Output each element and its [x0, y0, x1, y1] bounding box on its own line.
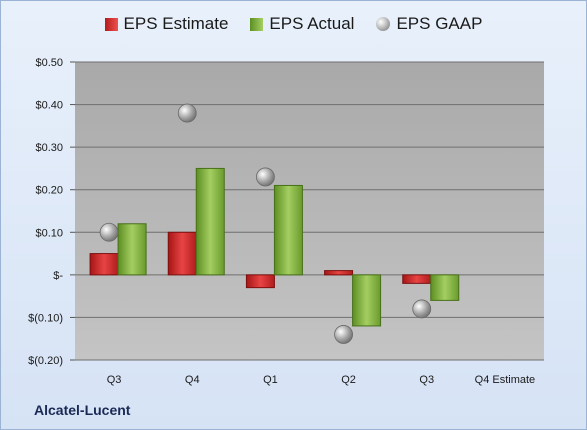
- y-tick-label: $0.10: [35, 227, 63, 239]
- x-tick-label: Q4 Estimate: [475, 374, 536, 386]
- y-axis: $0.50 $0.40 $0.30 $0.20 $0.10 $- $(0.10) $(0.20…: [28, 57, 75, 367]
- chart-legend: EPS Estimate EPS Actual EPS GAAP: [0, 14, 587, 34]
- legend-label-gaap: EPS GAAP: [396, 14, 483, 33]
- y-tick-label: $-: [53, 270, 63, 282]
- estimate-bar: [324, 270, 354, 276]
- estimate-bar: [89, 253, 119, 276]
- gaap-marks: [99, 103, 432, 344]
- x-axis: Q3 Q4 Q1 Q2 Q3 Q4 Estimate: [107, 374, 535, 386]
- legend-label-actual: EPS Actual: [269, 14, 355, 33]
- y-tick-label: $0.50: [35, 57, 63, 69]
- gaap-point: [256, 167, 275, 187]
- x-tick-label: Q1: [263, 374, 278, 386]
- y-tick-label: $0.40: [35, 100, 63, 112]
- x-tick-label: Q2: [341, 374, 356, 386]
- y-tick-label: $0.30: [35, 142, 63, 154]
- legend-item-estimate: EPS Estimate: [104, 14, 229, 34]
- actual-bar: [195, 167, 225, 276]
- gaap-swatch-icon: [376, 17, 391, 31]
- gaap-point: [99, 222, 119, 242]
- actual-bar: [117, 223, 147, 276]
- actual-bar: [273, 184, 303, 276]
- actual-bar: [430, 274, 460, 301]
- x-tick-label: Q4: [185, 374, 200, 386]
- actual-swatch-icon: [250, 17, 264, 31]
- legend-label-estimate: EPS Estimate: [123, 14, 229, 33]
- bar-marks: [89, 167, 460, 327]
- x-tick-label: Q3: [107, 374, 122, 386]
- y-tick-label: $0.20: [35, 185, 63, 197]
- estimate-bar: [245, 274, 275, 289]
- estimate-bar: [402, 274, 432, 284]
- legend-item-gaap: EPS GAAP: [376, 14, 482, 34]
- x-tick-label: Q3: [419, 374, 434, 386]
- actual-bar: [352, 274, 382, 327]
- estimate-bar: [167, 231, 197, 276]
- grid-lines: [75, 61, 544, 361]
- gaap-point: [412, 299, 432, 319]
- gaap-point: [177, 103, 197, 123]
- legend-item-actual: EPS Actual: [250, 14, 354, 34]
- y-tick-label: $(0.20): [28, 355, 63, 367]
- company-name: Alcatel-Lucent: [34, 402, 131, 418]
- plot-area: [75, 62, 544, 360]
- estimate-swatch-icon: [104, 17, 118, 31]
- y-tick-label: $(0.10): [28, 312, 63, 324]
- gaap-point: [334, 325, 353, 344]
